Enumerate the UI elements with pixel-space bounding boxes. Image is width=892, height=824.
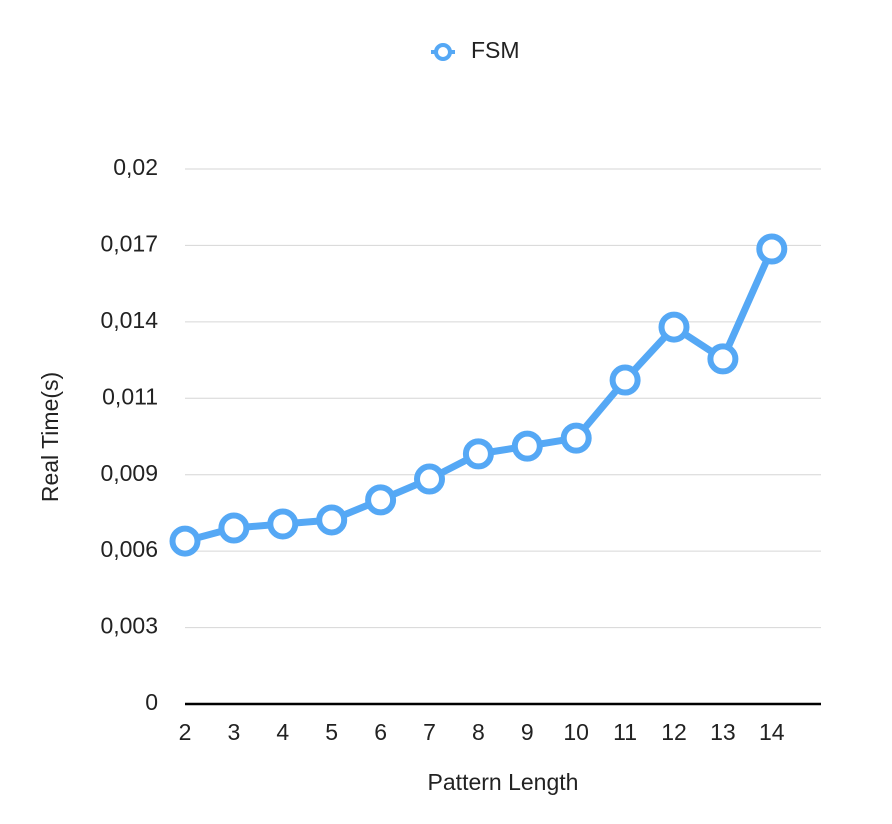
legend-marker	[434, 43, 452, 61]
point	[414, 463, 445, 495]
point	[365, 484, 397, 516]
x-tick-label: 4	[276, 719, 289, 745]
point	[218, 512, 250, 544]
y-axis-title: Real Time(s)	[37, 372, 63, 502]
x-axis-title: Pattern Length	[428, 769, 579, 795]
point	[169, 525, 201, 557]
y-tick-label: 0	[145, 689, 158, 715]
point	[560, 422, 592, 454]
x-tick-label: 7	[423, 719, 436, 745]
x-tick-label: 14	[759, 719, 785, 745]
x-tick-label: 8	[472, 719, 485, 745]
x-tick-label: 10	[563, 719, 589, 745]
y-tick-label: 0,014	[100, 307, 158, 333]
point	[462, 438, 494, 470]
y-tick-label: 0,02	[113, 154, 158, 180]
point	[511, 430, 543, 462]
point	[316, 504, 348, 536]
x-tick-label: 12	[661, 719, 687, 745]
y-tick-label: 0,017	[100, 231, 158, 257]
x-tick-label: 3	[228, 719, 241, 745]
x-tick-label: 5	[325, 719, 338, 745]
x-tick-label: 2	[179, 719, 192, 745]
x-tick-label: 11	[613, 719, 637, 745]
y-tick-label: 0,003	[100, 613, 158, 639]
x-tick-label: 13	[710, 719, 736, 745]
y-tick-label: 0,009	[100, 460, 158, 486]
x-tick-label: 6	[374, 719, 387, 745]
point	[756, 233, 788, 265]
point	[707, 343, 739, 375]
y-tick-label: 0,006	[100, 536, 158, 562]
point	[609, 364, 641, 396]
point	[658, 311, 690, 343]
legend-label: FSM	[471, 37, 520, 63]
line	[184, 247, 775, 545]
x-tick-label: 9	[521, 719, 534, 745]
point	[267, 508, 299, 540]
y-tick-label: 0,011	[102, 383, 158, 409]
